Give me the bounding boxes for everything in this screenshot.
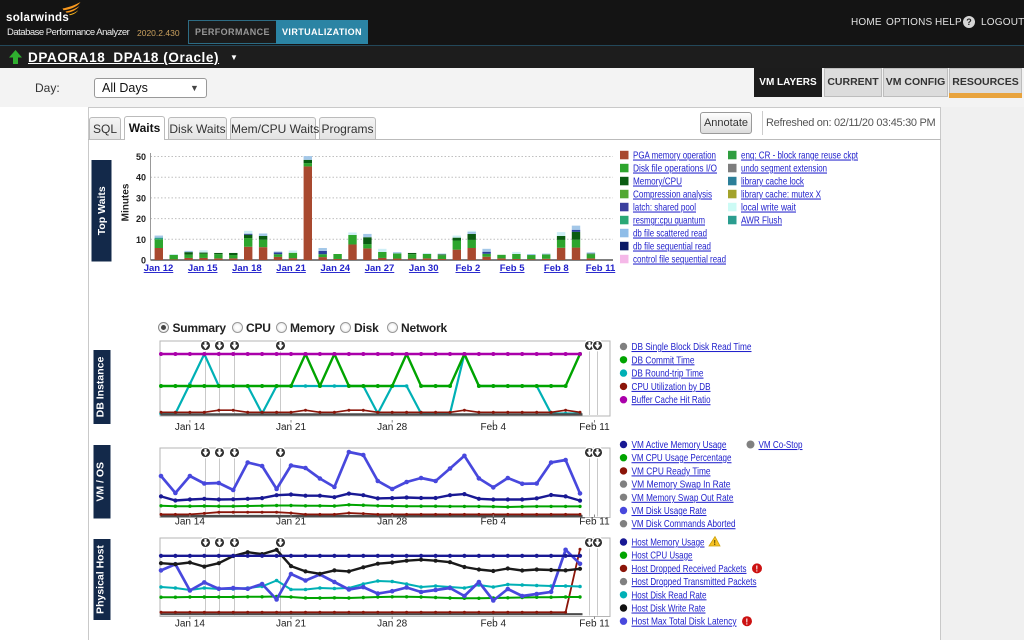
svg-text:Jan 21: Jan 21 [276, 422, 306, 433]
svg-text:VM / OS: VM / OS [95, 462, 107, 502]
svg-text:Jan 21: Jan 21 [276, 263, 306, 274]
svg-text:VM Active Memory Usage: VM Active Memory Usage [632, 439, 727, 451]
svg-text:!: ! [714, 538, 717, 547]
svg-text:Feb 2: Feb 2 [455, 263, 480, 274]
svg-text:enq: CR - block range reuse ck: enq: CR - block range reuse ckpt [741, 150, 858, 162]
svg-text:VM Disk Usage Rate: VM Disk Usage Rate [632, 505, 707, 517]
svg-text:db file scattered read: db file scattered read [633, 228, 707, 240]
svg-text:Minutes: Minutes [121, 183, 132, 221]
svg-text:Jan 14: Jan 14 [175, 422, 205, 433]
svg-text:Feb 11: Feb 11 [579, 517, 610, 528]
svg-text:VM Disk Commands Aborted: VM Disk Commands Aborted [632, 518, 736, 530]
svg-text:AWR Flush: AWR Flush [741, 215, 782, 227]
svg-text:Feb 11: Feb 11 [579, 619, 610, 630]
svg-text:Feb 11: Feb 11 [586, 263, 616, 274]
svg-text:40: 40 [136, 173, 146, 183]
svg-text:CPU Utilization by DB: CPU Utilization by DB [632, 381, 711, 393]
svg-text:Feb 8: Feb 8 [544, 263, 569, 274]
svg-text:30: 30 [136, 193, 146, 203]
svg-text:Jan 24: Jan 24 [321, 263, 351, 274]
svg-text:VM Memory Swap In Rate: VM Memory Swap In Rate [632, 479, 731, 491]
svg-text:undo segment extension: undo segment extension [741, 163, 827, 175]
svg-text:Feb 5: Feb 5 [500, 263, 526, 274]
svg-text:50: 50 [136, 152, 146, 162]
svg-text:0: 0 [141, 256, 146, 266]
svg-text:Physical Host: Physical Host [95, 545, 107, 614]
svg-text:Jan 28: Jan 28 [377, 517, 407, 528]
svg-text:Jan 30: Jan 30 [409, 263, 439, 274]
svg-text:VM CPU Ready Time: VM CPU Ready Time [632, 465, 711, 477]
svg-text:Jan 21: Jan 21 [276, 517, 306, 528]
svg-text:Top Waits: Top Waits [96, 186, 108, 235]
svg-text:Jan 14: Jan 14 [175, 619, 205, 630]
svg-text:10: 10 [136, 235, 146, 245]
svg-text:Host Dropped Transmitted Packe: Host Dropped Transmitted Packets [632, 576, 757, 588]
svg-text:Disk file operations I/O: Disk file operations I/O [633, 163, 717, 175]
svg-text:resmgr:cpu quantum: resmgr:cpu quantum [633, 215, 705, 227]
svg-text:20: 20 [136, 214, 146, 224]
svg-text:Feb 4: Feb 4 [481, 619, 507, 630]
svg-text:library cache lock: library cache lock [741, 176, 805, 188]
svg-text:Buffer Cache Hit Ratio: Buffer Cache Hit Ratio [632, 394, 711, 406]
svg-text:DB Instance: DB Instance [95, 357, 107, 418]
svg-text:VM Co-Stop: VM Co-Stop [759, 439, 803, 451]
svg-text:VM Memory Swap Out Rate: VM Memory Swap Out Rate [632, 492, 734, 504]
svg-text:Feb 4: Feb 4 [481, 422, 507, 433]
svg-text:Jan 15: Jan 15 [188, 263, 218, 274]
svg-text:Host Dropped Received Packets: Host Dropped Received Packets [632, 563, 747, 575]
svg-text:Jan 21: Jan 21 [276, 619, 306, 630]
svg-text:Host Disk Read Rate: Host Disk Read Rate [632, 589, 707, 601]
svg-text:latch: shared pool: latch: shared pool [633, 202, 696, 214]
svg-text:DB Round-trip Time: DB Round-trip Time [632, 368, 704, 380]
svg-text:Jan 28: Jan 28 [377, 422, 407, 433]
svg-text:db file sequential read: db file sequential read [633, 241, 711, 253]
svg-text:DB Single Block Disk Read Time: DB Single Block Disk Read Time [632, 341, 752, 353]
svg-text:control file sequential read: control file sequential read [633, 254, 726, 266]
svg-text:!: ! [755, 565, 758, 574]
svg-text:Jan 14: Jan 14 [175, 517, 205, 528]
svg-text:local write wait: local write wait [741, 202, 796, 214]
svg-text:PGA memory operation: PGA memory operation [633, 150, 716, 162]
svg-text:Feb 4: Feb 4 [481, 517, 507, 528]
svg-text:Feb 11: Feb 11 [579, 422, 610, 433]
svg-text:Host Disk Write Rate: Host Disk Write Rate [632, 603, 706, 615]
svg-text:Compression analysis: Compression analysis [633, 189, 712, 201]
svg-text:Host CPU Usage: Host CPU Usage [632, 550, 693, 562]
svg-text:Jan 18: Jan 18 [232, 263, 262, 274]
svg-text:Jan 28: Jan 28 [377, 619, 407, 630]
svg-text:library cache: mutex X: library cache: mutex X [741, 189, 821, 201]
svg-text:VM CPU Usage Percentage: VM CPU Usage Percentage [632, 452, 732, 464]
svg-text:!: ! [745, 617, 748, 626]
svg-text:Jan 12: Jan 12 [144, 263, 174, 274]
svg-text:Jan 27: Jan 27 [365, 263, 395, 274]
svg-text:DB Commit Time: DB Commit Time [632, 354, 695, 366]
svg-text:Host Max Total Disk Latency: Host Max Total Disk Latency [632, 616, 738, 628]
svg-text:Host Memory Usage: Host Memory Usage [632, 537, 705, 549]
svg-text:Memory/CPU: Memory/CPU [633, 176, 682, 188]
